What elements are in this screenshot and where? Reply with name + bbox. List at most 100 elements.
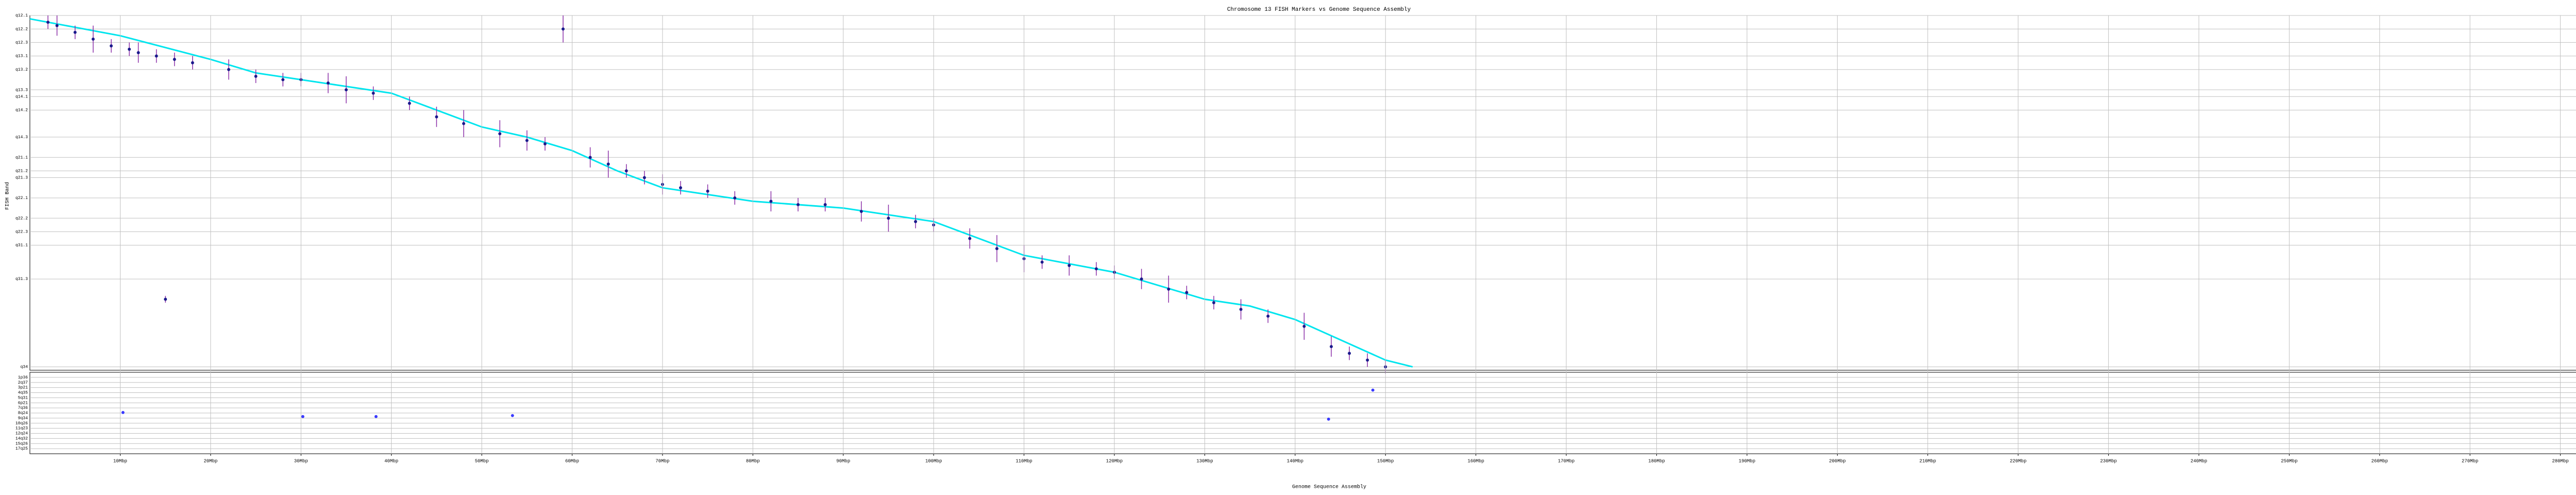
x-tick-label: 200Mbp [1829, 458, 1845, 464]
y-tick-label: q14.3 [15, 135, 28, 140]
y-tick-label: 8q24 [18, 411, 28, 416]
marker-point [1094, 267, 1098, 271]
y-tick-label: 4q35 [18, 391, 28, 395]
marker-point [408, 102, 411, 105]
y-tick-label: q22.1 [15, 196, 28, 201]
y-tick-label: q31.1 [15, 243, 28, 248]
marker-point [525, 139, 529, 142]
x-tick-label: 60Mbp [565, 458, 579, 464]
marker-point [227, 68, 230, 71]
marker-point [1302, 324, 1306, 328]
x-tick-label: 260Mbp [2371, 458, 2388, 464]
y-tick-label: q14.1 [15, 94, 28, 99]
marker-point [1239, 308, 1243, 311]
marker-point [155, 54, 158, 58]
marker-point [127, 47, 131, 51]
x-tick-label: 10Mbp [113, 458, 127, 464]
x-tick-label: 50Mbp [475, 458, 489, 464]
marker-point [1330, 345, 1333, 349]
marker-point [435, 115, 438, 119]
y-tick-label: 1p36 [18, 375, 28, 380]
x-tick-label: 150Mbp [1377, 458, 1394, 464]
x-tick-label: 190Mbp [1739, 458, 1755, 464]
x-tick-label: 140Mbp [1287, 458, 1303, 464]
y-tick-label: 6p21 [18, 401, 28, 405]
marker-point [1327, 417, 1330, 421]
x-tick-label: 230Mbp [2100, 458, 2116, 464]
marker-point [374, 415, 378, 418]
x-tick-label: 170Mbp [1558, 458, 1574, 464]
x-tick-label: 180Mbp [1648, 458, 1665, 464]
marker-point [624, 169, 628, 173]
x-tick-label: 210Mbp [1920, 458, 1936, 464]
x-tick-label: 20Mbp [204, 458, 217, 464]
y-tick-label: q13.1 [15, 54, 28, 59]
marker-point [1366, 358, 1369, 362]
marker-point [326, 81, 330, 85]
y-tick-label: 14q32 [15, 436, 28, 441]
y-tick-label: q21.3 [15, 176, 28, 180]
marker-point [344, 88, 348, 92]
marker-point [91, 37, 95, 41]
y-tick-label: 17q25 [15, 447, 28, 451]
marker-point [606, 162, 610, 166]
marker-point [796, 203, 800, 206]
marker-point [679, 186, 682, 190]
marker-point [371, 91, 375, 95]
y-tick-label: q14.2 [15, 108, 28, 113]
x-tick-label: 130Mbp [1196, 458, 1213, 464]
marker-point [733, 196, 737, 200]
marker-point [706, 189, 709, 193]
y-tick-label: 12q24 [15, 432, 28, 436]
marker-point [1140, 277, 1143, 281]
y-tick-label: q13.2 [15, 68, 28, 72]
x-tick-label: 40Mbp [384, 458, 398, 464]
y-tick-label: q21.1 [15, 155, 28, 160]
y-tick-label: 9q34 [18, 416, 28, 421]
y-tick-label: q22.2 [15, 216, 28, 221]
marker-point [887, 217, 890, 220]
marker-point [46, 21, 50, 24]
x-tick-label: 100Mbp [925, 458, 942, 464]
x-tick-label: 280Mbp [2552, 458, 2568, 464]
assembly-line [29, 18, 1413, 368]
marker-point [137, 51, 140, 55]
marker-point [109, 44, 113, 47]
marker-point [968, 237, 972, 240]
x-tick-label: 120Mbp [1106, 458, 1123, 464]
y-tick-label: 10q26 [15, 421, 28, 426]
x-tick-label: 240Mbp [2191, 458, 2207, 464]
marker-point [769, 200, 773, 203]
y-tick-label: q12.1 [15, 13, 28, 18]
chart-title: Chromosome 13 FISH Markers vs Genome Seq… [1227, 7, 1411, 13]
y-tick-label: 7q36 [18, 406, 28, 410]
marker-point [823, 203, 827, 206]
marker-point [1266, 315, 1270, 318]
marker-point [642, 176, 646, 179]
y-tick-label: q12.3 [15, 41, 28, 45]
y-axis-label: FISH Band [5, 182, 11, 210]
y-tick-label: 3p21 [18, 386, 28, 390]
marker-point [462, 122, 465, 125]
x-axis-label: Genome Sequence Assembly [1292, 484, 1366, 490]
marker-point [1348, 352, 1351, 355]
marker-point [1040, 260, 1044, 264]
y-tick-label: 15q26 [15, 441, 28, 446]
marker-point [859, 210, 863, 213]
marker-point [173, 58, 176, 61]
marker-point [281, 78, 285, 81]
y-tick-label: 5q31 [18, 395, 28, 400]
y-tick-label: q34 [21, 365, 28, 370]
x-tick-label: 270Mbp [2462, 458, 2478, 464]
marker-point [254, 74, 258, 78]
marker-point [511, 414, 514, 417]
marker-point [995, 247, 998, 251]
x-tick-label: 160Mbp [1467, 458, 1484, 464]
x-tick-label: 90Mbp [836, 458, 850, 464]
marker-point [1167, 287, 1171, 291]
marker-point [55, 24, 59, 27]
marker-point [191, 61, 194, 64]
y-tick-label: q22.3 [15, 229, 28, 234]
